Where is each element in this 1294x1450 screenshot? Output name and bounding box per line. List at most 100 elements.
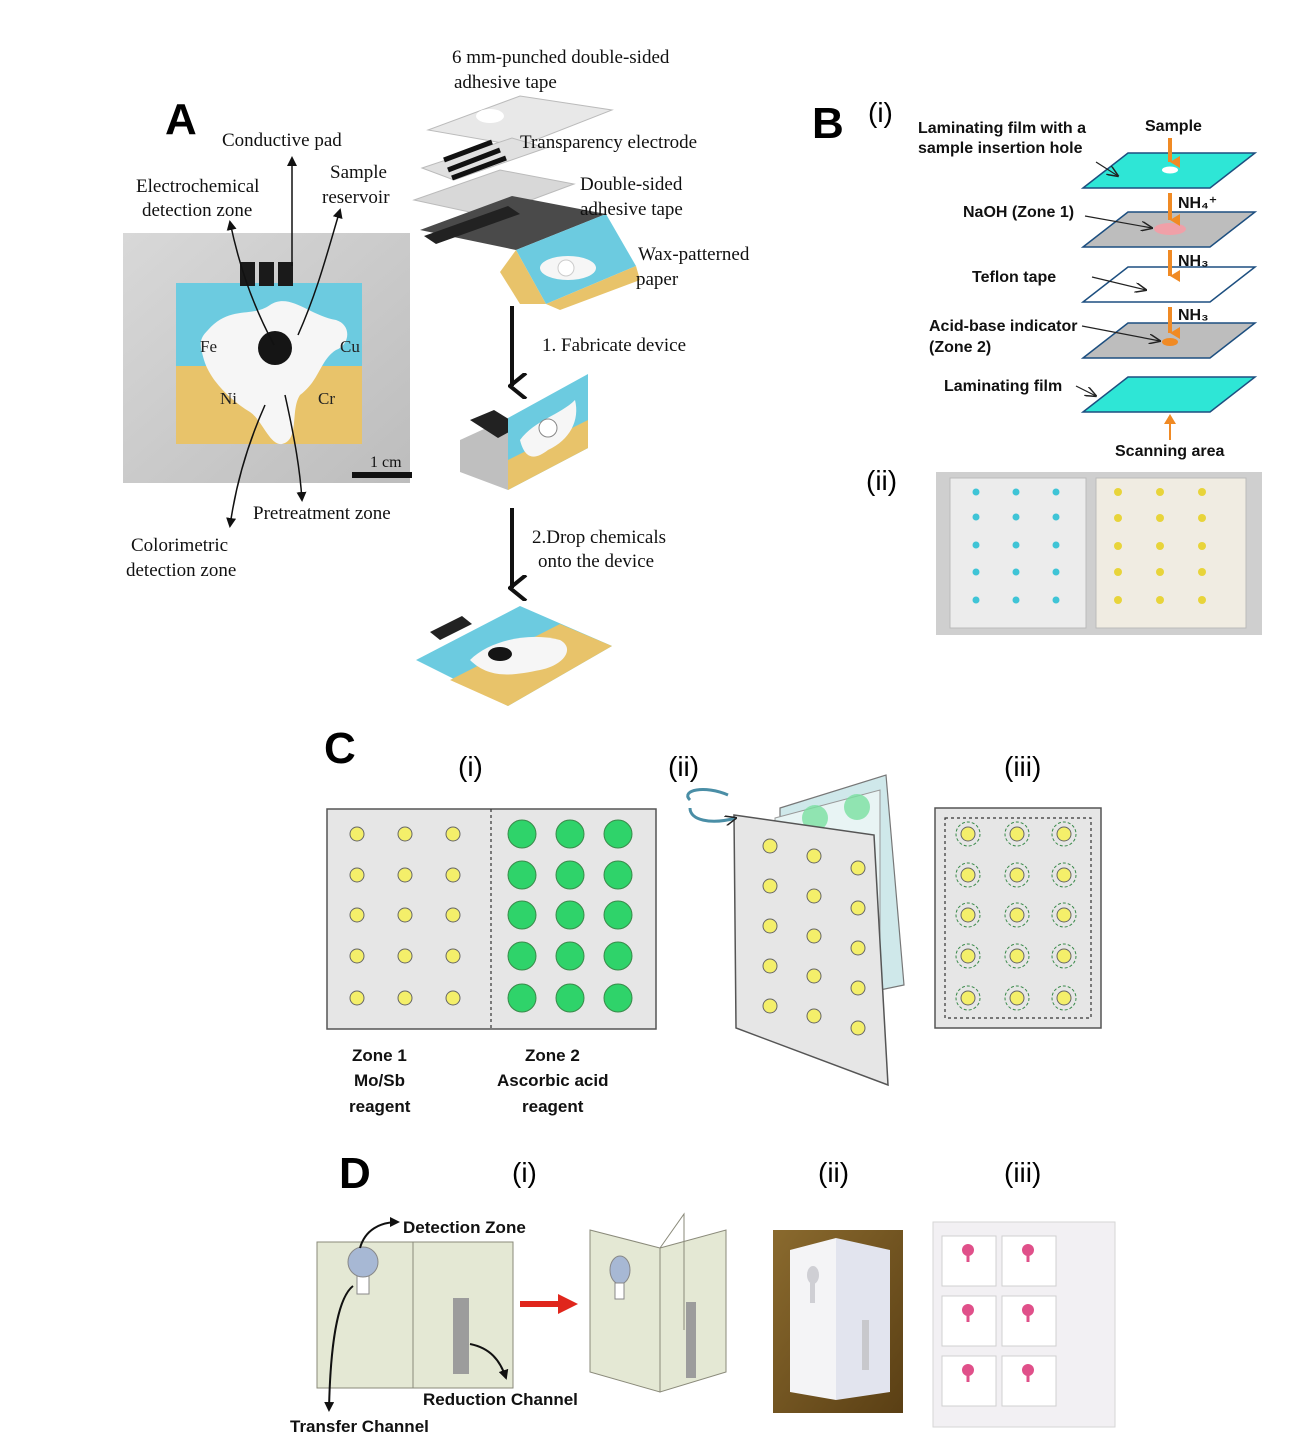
folded-spot — [806, 1008, 822, 1024]
zone-2-spot — [555, 900, 585, 930]
zone-2-spots — [507, 819, 633, 1013]
label-paper-2: paper — [636, 269, 679, 290]
pink-spot — [962, 1304, 974, 1316]
panel-c: C (i) (ii) (iii) Zone 1 Mo/Sb reagent Zo… — [324, 724, 1102, 1116]
zone-2-spot — [603, 860, 633, 890]
label-sample-2: reservoir — [322, 187, 390, 208]
sample-hole — [1162, 166, 1178, 174]
zone-2-spot — [507, 900, 537, 930]
overlay-spot — [960, 867, 976, 883]
panel-b: B (i) Laminating film with a sample inse… — [812, 97, 1262, 635]
label-lam-hole-1: Laminating film with a — [918, 120, 1086, 137]
label-tape-mid-2: adhesive tape — [580, 199, 683, 220]
photo-d-ii-right — [836, 1238, 890, 1400]
overlay-spot — [1056, 907, 1072, 923]
label-sample-1: Sample — [330, 162, 387, 183]
yellow-dot — [1198, 514, 1206, 522]
folded-spot — [806, 928, 822, 944]
zone-1-line-2: Mo/Sb — [354, 1071, 405, 1090]
zone-1-spot — [349, 826, 365, 842]
overlay-spot — [1009, 826, 1025, 842]
label-teflon: Teflon tape — [972, 269, 1056, 286]
overlay-outline — [944, 817, 1092, 1019]
d-paper-flat — [316, 1241, 514, 1389]
label-lam-film: Laminating film — [944, 378, 1062, 395]
label-naoh: NaOH (Zone 1) — [963, 204, 1074, 221]
zone-1-spot — [349, 907, 365, 923]
yellow-dots — [1114, 488, 1206, 604]
zone-2-spot — [507, 941, 537, 971]
blue-dot — [1012, 488, 1020, 496]
panel-a-letter: A — [165, 95, 197, 144]
blue-dot — [1052, 488, 1060, 496]
zone-1-spot — [397, 948, 413, 964]
photo-d-ii-left — [790, 1238, 836, 1400]
overlay-ring — [1051, 862, 1077, 888]
zone-1-spot — [397, 907, 413, 923]
zone-1-spot — [445, 948, 461, 964]
arrow-electrochemical — [226, 220, 275, 346]
overlay-spot — [1056, 990, 1072, 1006]
pink-stem — [966, 1374, 970, 1382]
panel-a: A Fe Cu Ni Cr 1 cm Conductive pad Electr… — [123, 47, 750, 706]
label-colorimetric-2: detection zone — [126, 560, 236, 581]
arrow-colorimetric — [226, 404, 266, 528]
yellow-dot — [1156, 542, 1164, 550]
folded-spot — [850, 860, 866, 876]
folded-spot — [762, 958, 778, 974]
overlay-ring — [1004, 821, 1030, 847]
folded-spot — [850, 940, 866, 956]
overlay-ring — [955, 902, 981, 928]
zone-1-spot — [397, 826, 413, 842]
panel-d-letter: D — [339, 1149, 371, 1198]
folded-spot — [806, 848, 822, 864]
detection-zone — [347, 1246, 379, 1278]
label-sample: Sample — [1145, 118, 1202, 135]
panel-c-letter: C — [324, 724, 356, 773]
overlay-spot — [1056, 867, 1072, 883]
overlay-ring — [1051, 943, 1077, 969]
label-transfer-channel: Transfer Channel — [290, 1417, 429, 1436]
folded-spot — [762, 838, 778, 854]
yellow-dot — [1198, 488, 1206, 496]
zone-2-spot — [555, 983, 585, 1013]
panel-c-sub-iii: (iii) — [1004, 751, 1041, 782]
label-reduction-channel: Reduction Channel — [423, 1390, 578, 1409]
panel-d-sub-ii: (ii) — [818, 1157, 849, 1188]
yellow-dot — [1198, 596, 1206, 604]
blue-dot — [1012, 596, 1020, 604]
label-nh3-b: NH₃ — [1178, 307, 1209, 324]
folded-spot — [806, 968, 822, 984]
overlay-ring — [1051, 985, 1077, 1011]
label-detection-zone: Detection Zone — [403, 1218, 526, 1237]
blue-dots — [972, 488, 1060, 604]
blue-dot — [1052, 513, 1060, 521]
pink-stem — [1026, 1254, 1030, 1262]
zone-1-spot — [1154, 223, 1186, 235]
overlay-ring — [955, 821, 981, 847]
label-electrode: Transparency electrode — [520, 132, 697, 153]
overlay-spot — [960, 907, 976, 923]
folded-device — [460, 374, 588, 490]
panel-c-sub-ii: (ii) — [668, 751, 699, 782]
label-paper-1: Wax-patterned — [638, 244, 750, 265]
label-nh4: NH₄⁺ — [1178, 195, 1217, 212]
overlay-spot — [960, 826, 976, 842]
label-indicator-1: Acid-base indicator — [929, 318, 1077, 335]
label-step-2-2: onto the device — [538, 551, 654, 572]
label-electrochemical-2: detection zone — [142, 200, 252, 221]
label-pretreatment: Pretreatment zone — [253, 503, 391, 524]
reduction-channel — [453, 1298, 469, 1374]
label-tape-top-2: adhesive tape — [454, 72, 557, 93]
metal-fe: Fe — [200, 337, 217, 356]
zone-2-spot — [1162, 338, 1178, 346]
zone-2-spot — [555, 819, 585, 849]
yellow-dot — [1114, 568, 1122, 576]
folded-spot — [806, 888, 822, 904]
folded-spots — [762, 838, 866, 1036]
sheet-blue — [949, 477, 1087, 629]
zone-1-line-1: Zone 1 — [352, 1046, 407, 1065]
overlay-spot — [960, 990, 976, 1006]
zone-2-spot — [555, 860, 585, 890]
pink-spot — [962, 1244, 974, 1256]
